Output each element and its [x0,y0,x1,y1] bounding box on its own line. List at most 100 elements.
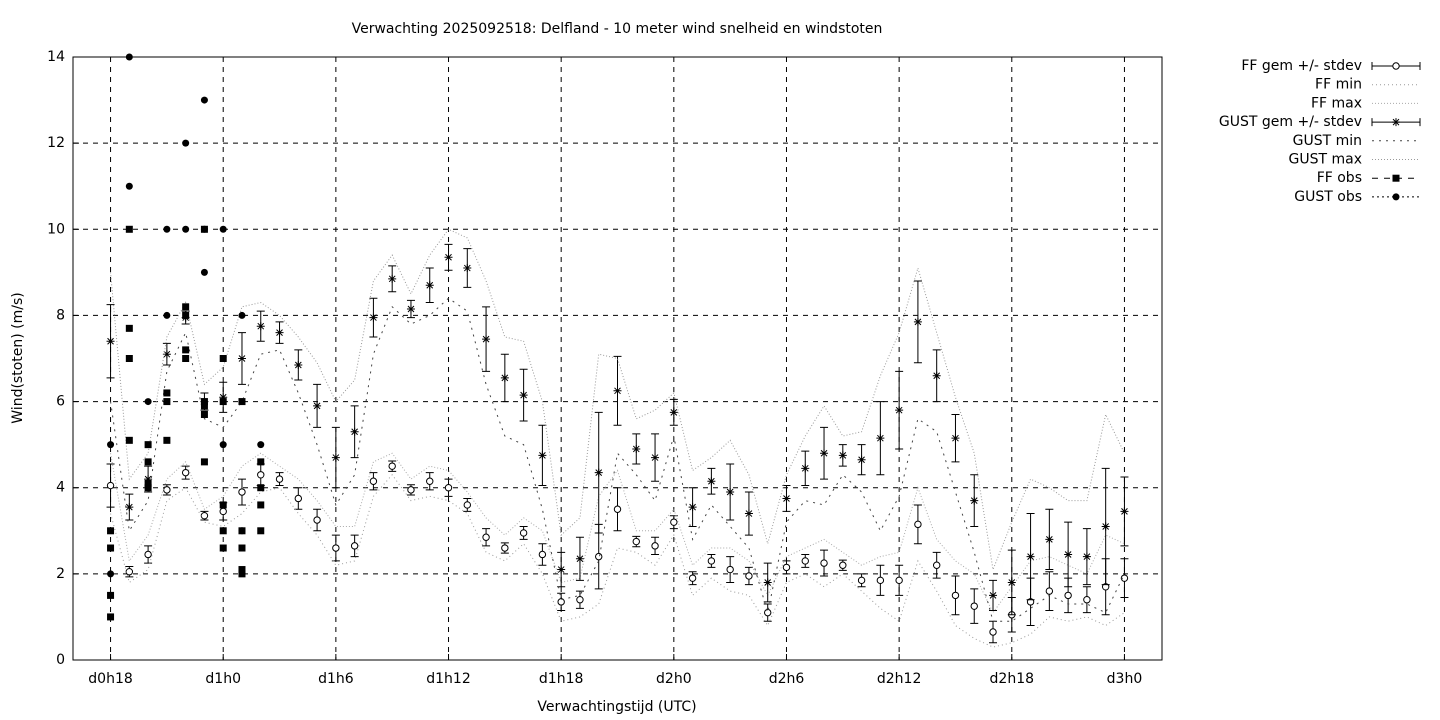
point [463,264,472,273]
point [313,516,321,524]
x-tick-label: d1h12 [426,671,470,687]
point [350,427,359,436]
point [238,566,246,574]
point [801,557,809,565]
point [219,544,227,552]
point [482,335,491,344]
point [125,53,133,61]
point [782,494,791,503]
point [482,533,490,541]
point [219,355,227,362]
point [651,453,660,462]
point [1064,550,1073,559]
point [970,496,979,505]
point [106,481,115,490]
point [125,225,133,233]
point [238,544,246,552]
point [575,554,584,563]
point [257,471,265,479]
point [557,565,566,574]
point [238,398,246,406]
point [519,391,528,400]
y-tick-label: 8 [56,307,65,323]
point [144,475,153,484]
point [932,561,941,569]
point [388,462,396,470]
point [106,337,115,346]
point [257,458,265,466]
point [350,542,359,550]
point [820,559,828,567]
point [125,324,133,332]
point [182,303,190,311]
x-tick-label: d2h12 [877,671,921,687]
point [107,591,115,599]
point [219,393,228,402]
point [182,225,190,233]
chart-title: Verwachting 2025092518: Delfland - 10 me… [352,21,883,37]
legend-label: GUST min [1293,133,1362,149]
x-tick-label: d1h6 [318,671,354,687]
point [144,441,152,449]
point [257,441,265,449]
point [782,563,791,572]
point [219,225,227,233]
x-axis-label: Verwachtingstijd (UTC) [537,699,696,715]
point [500,373,509,382]
legend-marker [1392,118,1400,127]
point [257,527,265,535]
x-tick-label: d2h6 [769,671,805,687]
point [801,464,810,473]
point [200,512,209,520]
point [163,389,171,397]
point [162,350,171,359]
point [857,576,866,585]
legend-marker [1392,174,1400,182]
point [144,398,152,406]
point [163,225,171,233]
point [219,527,227,535]
point [219,441,227,449]
point [707,557,716,565]
point [219,507,227,516]
point [125,436,133,444]
point [1083,596,1091,604]
x-tick-label: d1h0 [205,671,241,687]
point [426,477,434,485]
legend-label: FF obs [1317,170,1362,186]
point [200,410,208,418]
point [1101,522,1110,531]
point [294,494,303,503]
point [914,520,922,529]
y-tick-label: 6 [56,394,65,410]
y-tick-label: 2 [56,566,65,582]
point [726,565,734,574]
point [576,596,584,604]
point [857,455,866,464]
x-tick-label: d0h18 [88,671,132,687]
point [219,398,227,406]
point [951,591,960,600]
point [688,503,697,512]
point [182,311,190,319]
point [369,313,378,322]
point [107,570,115,578]
y-tick-label: 4 [56,480,65,496]
point [200,458,208,466]
point [594,468,603,477]
point [238,311,246,319]
x-tick-label: d1h18 [539,671,583,687]
y-axis-label: Wind(stoten) (m/s) [10,292,26,423]
y-tick-label: 12 [47,135,65,151]
point [1026,552,1035,561]
point [200,402,208,410]
legend-marker [1392,62,1400,70]
point [238,527,246,535]
point [182,355,190,362]
point [932,371,941,380]
point [425,281,434,290]
point [632,444,641,453]
point [369,477,378,485]
point [1045,587,1054,595]
point [163,436,171,444]
